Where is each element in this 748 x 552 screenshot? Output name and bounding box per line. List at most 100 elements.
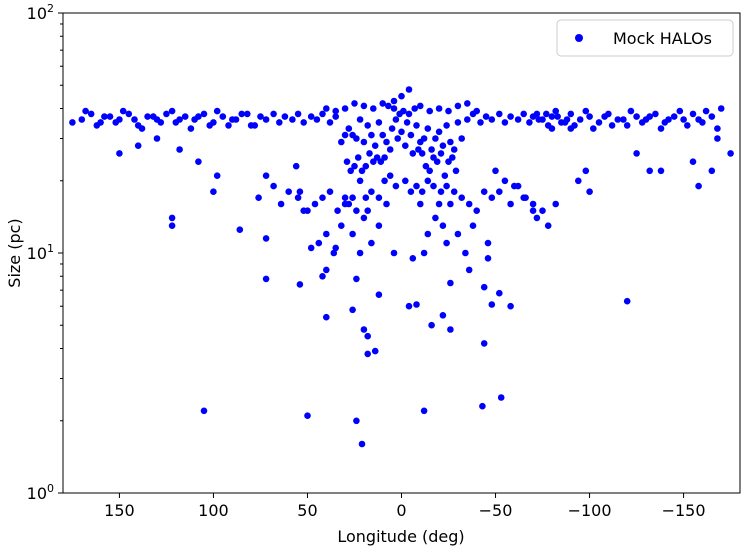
data-point — [150, 113, 157, 120]
data-point — [390, 105, 398, 112]
data-point — [511, 182, 518, 190]
data-point — [354, 154, 362, 161]
data-point — [307, 244, 315, 252]
data-point — [168, 222, 176, 229]
data-point — [633, 150, 640, 157]
data-point — [210, 188, 217, 195]
data-point — [420, 249, 428, 257]
data-point — [539, 207, 546, 214]
data-point — [488, 301, 496, 308]
data-point — [488, 116, 496, 123]
data-point — [464, 116, 471, 123]
data-point — [417, 102, 424, 110]
data-point — [465, 200, 473, 208]
data-point — [338, 138, 345, 146]
data-point — [219, 113, 227, 120]
data-point — [454, 102, 462, 110]
data-point — [244, 110, 251, 118]
data-point — [464, 100, 471, 107]
data-point — [341, 194, 349, 201]
data-point — [403, 119, 411, 126]
data-point — [381, 154, 388, 161]
data-point — [422, 162, 430, 170]
data-point — [93, 122, 101, 129]
x-tick-label: 100 — [198, 501, 229, 520]
data-point — [381, 177, 388, 185]
data-point — [418, 188, 426, 195]
data-point — [144, 113, 151, 120]
data-point — [345, 125, 353, 132]
data-point — [383, 138, 390, 146]
data-point — [255, 194, 262, 201]
data-point — [409, 150, 417, 157]
data-point — [633, 113, 640, 120]
data-point — [590, 125, 597, 132]
data-point — [473, 207, 481, 214]
data-point — [353, 207, 360, 214]
data-point — [323, 230, 330, 238]
data-point — [714, 125, 721, 132]
data-point — [392, 182, 400, 190]
data-point — [168, 214, 176, 222]
data-point — [251, 122, 259, 129]
data-point — [351, 162, 358, 170]
data-point — [413, 182, 420, 190]
data-point — [294, 194, 302, 201]
data-point — [665, 116, 672, 123]
data-point — [392, 116, 400, 123]
data-point — [262, 116, 270, 123]
data-point — [614, 116, 622, 123]
x-tick-label: 50 — [297, 501, 317, 520]
data-point — [195, 113, 202, 120]
data-point — [529, 113, 537, 120]
data-point — [405, 302, 413, 310]
data-point — [101, 113, 108, 120]
data-point — [548, 113, 556, 120]
data-point — [296, 188, 304, 195]
data-point — [627, 107, 635, 115]
data-points — [69, 86, 734, 448]
data-point — [702, 107, 710, 115]
data-point — [343, 158, 351, 165]
data-point — [332, 107, 340, 115]
y-tick-label: 101 — [27, 242, 54, 263]
data-point — [426, 167, 434, 175]
data-point — [575, 177, 582, 185]
data-point — [371, 142, 379, 149]
data-point — [311, 200, 319, 208]
data-point — [695, 182, 702, 190]
data-point — [435, 128, 443, 136]
data-point — [520, 194, 527, 201]
data-point — [319, 194, 326, 201]
data-point — [450, 188, 458, 195]
data-point — [356, 249, 364, 257]
data-point — [449, 154, 456, 161]
data-point — [586, 113, 593, 120]
data-point — [413, 301, 420, 308]
data-point — [370, 105, 377, 112]
data-point — [680, 116, 687, 123]
data-point — [69, 119, 76, 126]
data-point — [232, 116, 240, 123]
data-point — [447, 200, 454, 208]
data-point — [398, 92, 405, 100]
data-point — [529, 200, 537, 208]
data-point — [435, 200, 443, 208]
data-point — [262, 275, 270, 283]
data-point — [418, 150, 426, 157]
data-point — [289, 116, 296, 123]
data-point — [390, 97, 398, 105]
data-point — [437, 188, 445, 195]
data-point — [544, 222, 552, 229]
data-point — [181, 113, 189, 120]
data-point — [112, 119, 119, 126]
data-point — [368, 188, 375, 195]
data-point — [375, 119, 383, 126]
data-point — [411, 105, 419, 112]
data-point — [106, 113, 114, 120]
data-point — [708, 167, 716, 175]
data-point — [294, 110, 302, 118]
data-point — [238, 110, 245, 118]
data-point — [484, 239, 492, 247]
x-tick-label: −50 — [479, 501, 513, 520]
